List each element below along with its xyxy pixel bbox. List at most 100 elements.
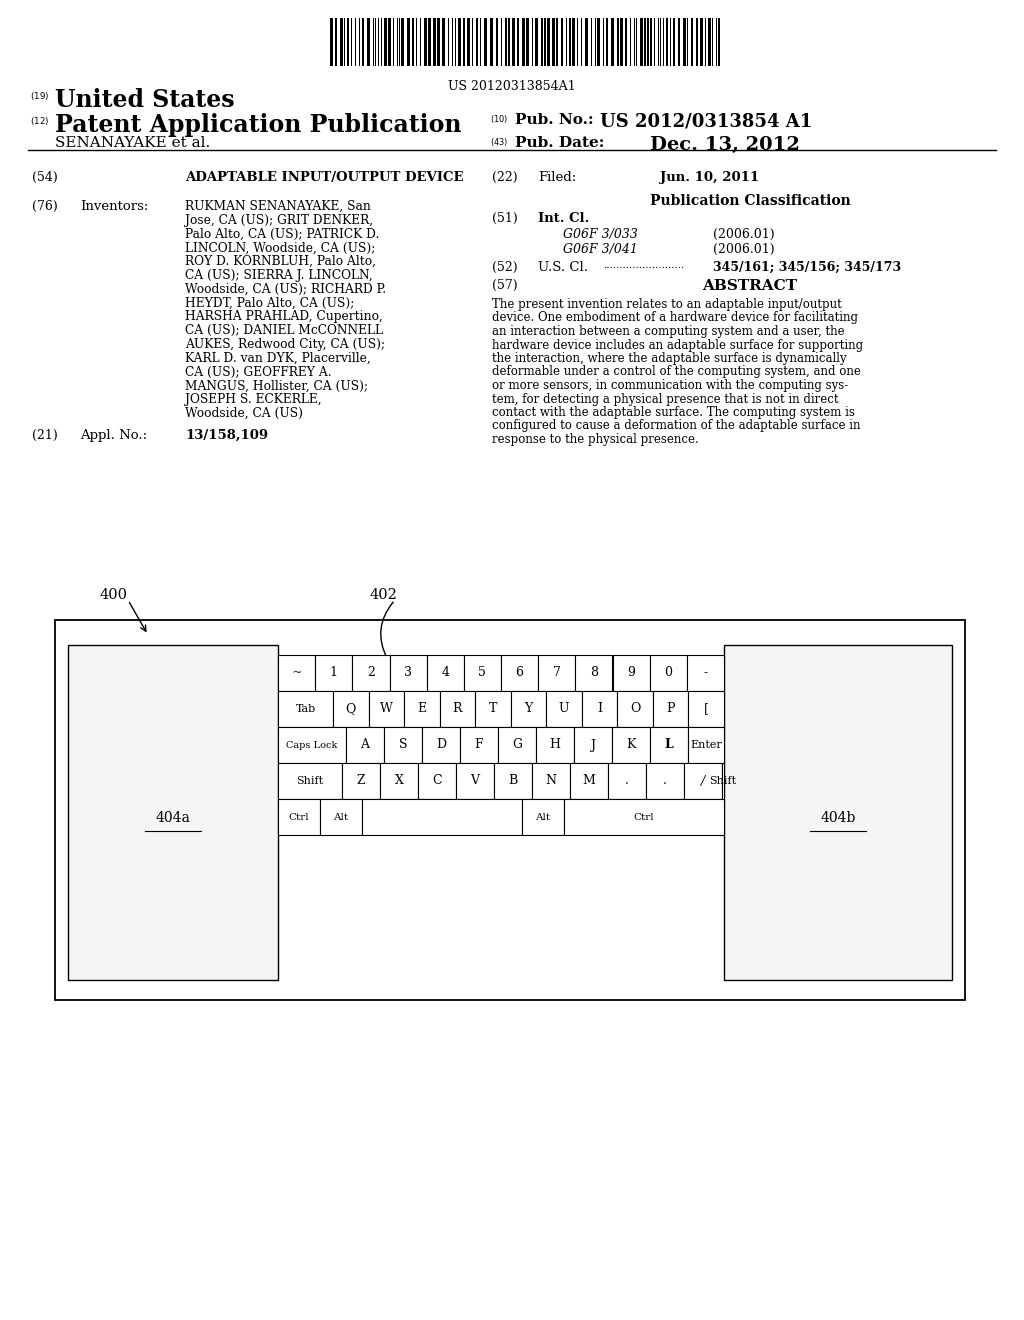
Text: $_{(19)}$: $_{(19)}$ — [30, 90, 49, 103]
Text: tem, for detecting a physical presence that is not in direct: tem, for detecting a physical presence t… — [492, 392, 839, 405]
Bar — [541, 18, 543, 66]
Text: HARSHA PRAHLAD, Cupertino,: HARSHA PRAHLAD, Cupertino, — [185, 310, 383, 323]
Bar — [610, 18, 613, 66]
Text: 404a: 404a — [156, 810, 190, 825]
Text: 2: 2 — [367, 667, 375, 680]
Text: KARL D. van DYK, Placerville,: KARL D. van DYK, Placerville, — [185, 352, 371, 364]
Bar — [565, 18, 567, 66]
Bar — [404, 690, 439, 727]
Bar — [532, 763, 570, 799]
Bar — [544, 18, 546, 66]
Text: S: S — [398, 738, 408, 751]
Text: Alt: Alt — [536, 813, 551, 821]
Bar — [278, 655, 315, 690]
Text: L: L — [665, 738, 674, 751]
Text: D: D — [436, 738, 446, 751]
Bar — [384, 18, 386, 66]
Text: response to the physical presence.: response to the physical presence. — [492, 433, 698, 446]
Bar — [570, 763, 608, 799]
Bar — [708, 18, 711, 66]
Bar — [346, 18, 348, 66]
Bar — [508, 18, 510, 66]
Bar — [582, 690, 617, 727]
Text: .: . — [664, 775, 667, 788]
Text: Patent Application Publication: Patent Application Publication — [55, 114, 462, 137]
Bar — [722, 763, 724, 799]
Bar — [55, 620, 965, 1001]
Bar — [505, 18, 507, 66]
Bar — [695, 18, 698, 66]
Text: W: W — [380, 702, 393, 715]
Text: Caps Lock: Caps Lock — [287, 741, 338, 750]
Bar — [278, 690, 333, 727]
Bar — [489, 18, 493, 66]
Text: Inventors:: Inventors: — [80, 201, 148, 213]
Bar — [673, 18, 675, 66]
Bar — [597, 18, 599, 66]
Bar — [700, 18, 703, 66]
Bar — [650, 18, 652, 66]
Text: (51): (51) — [492, 213, 518, 224]
Bar — [687, 655, 724, 690]
Text: 8: 8 — [590, 667, 598, 680]
Bar — [428, 18, 430, 66]
Bar — [352, 655, 389, 690]
Text: Shift: Shift — [296, 776, 324, 785]
Bar — [330, 18, 333, 66]
Text: I: I — [597, 702, 602, 715]
Text: 7: 7 — [553, 667, 561, 680]
Bar — [418, 763, 456, 799]
Bar — [335, 18, 337, 66]
Bar — [460, 727, 498, 763]
Text: -: - — [703, 667, 708, 680]
Text: US 20120313854A1: US 20120313854A1 — [449, 81, 575, 92]
Text: Dec. 13, 2012: Dec. 13, 2012 — [650, 136, 800, 154]
Bar — [340, 18, 342, 66]
Text: ROY D. KORNBLUH, Palo Alto,: ROY D. KORNBLUH, Palo Alto, — [185, 255, 376, 268]
Text: B: B — [508, 775, 517, 788]
Text: P: P — [667, 702, 675, 715]
Text: or more sensors, in communication with the computing sys-: or more sensors, in communication with t… — [492, 379, 848, 392]
Text: (76): (76) — [32, 201, 57, 213]
Text: (21): (21) — [32, 429, 57, 442]
Text: M: M — [583, 775, 595, 788]
Bar — [380, 763, 418, 799]
Bar — [691, 18, 692, 66]
Text: Z: Z — [356, 775, 366, 788]
Text: (52): (52) — [492, 261, 517, 275]
Bar — [646, 763, 684, 799]
Bar — [464, 655, 501, 690]
Text: X: X — [394, 775, 403, 788]
Bar — [575, 655, 612, 690]
Bar — [608, 763, 646, 799]
Text: V: V — [470, 775, 479, 788]
Bar — [362, 799, 522, 836]
Text: United States: United States — [55, 88, 234, 112]
Bar — [649, 655, 687, 690]
Text: G06F 3/041: G06F 3/041 — [563, 243, 638, 256]
Text: RUKMAN SENANAYAKE, San: RUKMAN SENANAYAKE, San — [185, 201, 371, 213]
Text: Appl. No.:: Appl. No.: — [80, 429, 147, 442]
Bar — [424, 18, 427, 66]
Bar — [407, 18, 410, 66]
Text: 404b: 404b — [820, 810, 856, 825]
Bar — [455, 18, 456, 66]
Text: Jose, CA (US); GRIT DENKER,: Jose, CA (US); GRIT DENKER, — [185, 214, 373, 227]
Bar — [512, 18, 514, 66]
Bar — [678, 18, 680, 66]
Bar — [724, 645, 952, 979]
Text: $_{(12)}$: $_{(12)}$ — [30, 115, 49, 128]
Text: 402: 402 — [370, 587, 398, 602]
Text: Y: Y — [524, 702, 532, 715]
Bar — [467, 18, 469, 66]
Bar — [522, 799, 564, 836]
Bar — [560, 18, 562, 66]
Text: Publication Classification: Publication Classification — [649, 194, 850, 209]
Bar — [547, 18, 550, 66]
Bar — [569, 18, 570, 66]
Bar — [447, 18, 449, 66]
Text: U.S. Cl.: U.S. Cl. — [538, 261, 588, 275]
Text: Filed:: Filed: — [538, 172, 577, 183]
Text: Woodside, CA (US); RICHARD P.: Woodside, CA (US); RICHARD P. — [185, 282, 386, 296]
Bar — [564, 799, 724, 836]
